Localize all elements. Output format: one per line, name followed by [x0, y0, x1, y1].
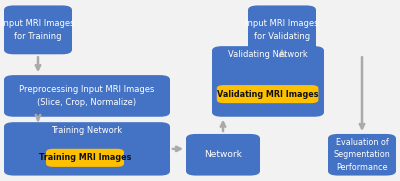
FancyBboxPatch shape	[212, 46, 324, 117]
Text: Validating MRI Images: Validating MRI Images	[217, 90, 318, 99]
FancyBboxPatch shape	[328, 134, 396, 176]
FancyBboxPatch shape	[46, 149, 124, 167]
Text: Validating Network: Validating Network	[228, 50, 308, 59]
Text: Preprocessing Input MRI Images
(Slice, Crop, Normalize): Preprocessing Input MRI Images (Slice, C…	[19, 85, 155, 107]
FancyBboxPatch shape	[4, 5, 72, 54]
Text: Training MRI Images: Training MRI Images	[39, 153, 131, 162]
Text: Input MRI Images
for Validating: Input MRI Images for Validating	[245, 19, 319, 41]
Text: Input MRI Images
for Training: Input MRI Images for Training	[1, 19, 75, 41]
FancyBboxPatch shape	[186, 134, 260, 176]
FancyBboxPatch shape	[4, 75, 170, 117]
FancyBboxPatch shape	[248, 5, 316, 54]
Text: Network: Network	[204, 150, 242, 159]
FancyBboxPatch shape	[217, 85, 318, 103]
Text: Evaluation of
Segmentation
Performance: Evaluation of Segmentation Performance	[334, 138, 390, 172]
FancyBboxPatch shape	[4, 122, 170, 176]
Text: Training Network: Training Network	[52, 126, 122, 135]
